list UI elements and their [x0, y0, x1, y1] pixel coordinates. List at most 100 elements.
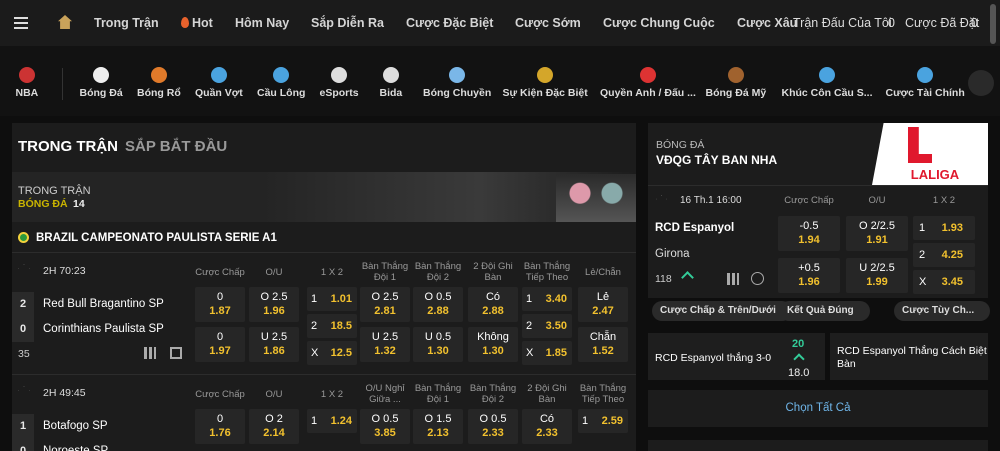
main-tab[interactable]: SẮP BẮT ĐẦU [125, 138, 228, 155]
odds-cell[interactable]: Lẻ 2.47 [578, 287, 628, 322]
field-icon [170, 347, 182, 359]
sport-label[interactable]: Bóng Rổ [137, 87, 181, 99]
market-tab[interactable]: Cược Chấp & Trên/Dưới [652, 301, 792, 321]
select-all-box[interactable] [648, 390, 988, 427]
odds-value: 3.85 [374, 427, 396, 439]
column-header: O/U [868, 195, 886, 206]
odds-cell[interactable]: 2 4.25 [913, 243, 975, 267]
odds-cell[interactable]: X 3.45 [913, 270, 975, 294]
column-header: Bàn Thắng Đội 2 [414, 261, 462, 283]
odds-cell[interactable]: 2 18.5 [307, 314, 357, 338]
odds-cell[interactable]: Không 1.30 [468, 327, 518, 362]
sport-label[interactable]: Sự Kiện Đặc Biệt [502, 87, 588, 99]
odds-cell[interactable]: U 2.5 1.32 [360, 327, 410, 362]
odds-cell[interactable]: Chẵn 1.52 [578, 327, 628, 362]
odds-label: X [919, 276, 927, 288]
sport-label[interactable]: Cược Tài Chính [885, 87, 965, 99]
nav-item[interactable]: Cược Xâu [737, 16, 798, 30]
sport-label[interactable]: NBA [15, 87, 39, 99]
bets[interactable]: Cược Đã Đặt [905, 16, 980, 30]
special-count: 20 [792, 338, 805, 350]
sport-label[interactable]: Quần Vợt [195, 87, 243, 99]
odds-cell[interactable]: O 2/2.5 1.91 [846, 216, 908, 251]
odds-cell[interactable]: O 1.5 2.13 [413, 409, 463, 444]
odds-cell[interactable]: 1 1.24 [307, 409, 357, 433]
odds-cell[interactable]: O 0.5 2.88 [413, 287, 463, 322]
odds-cell[interactable]: 1 2.59 [578, 409, 628, 433]
nav-item[interactable]: Hôm Nay [235, 16, 290, 30]
odds-value: 1.96 [263, 305, 285, 317]
odds-cell[interactable]: X 1.85 [522, 341, 572, 365]
odds-label: O 2.5 [260, 291, 288, 303]
odds-cell[interactable]: O 2.5 1.96 [249, 287, 299, 322]
odds-cell[interactable]: +0.5 1.96 [778, 258, 840, 293]
odds-cell[interactable]: 1 1.93 [913, 216, 975, 240]
nav-item[interactable]: Sắp Diễn Ra [311, 16, 384, 30]
nav-item[interactable]: Cược Đặc Biệt [406, 16, 494, 30]
odds-value: 1.99 [866, 276, 888, 288]
market-tab[interactable]: Cược Tùy Ch... [894, 301, 991, 321]
nav-item[interactable]: Hot [192, 16, 213, 30]
column-header: Cược Chấp [784, 195, 834, 206]
nav-item[interactable]: Trong Trận [94, 16, 159, 30]
odds-cell[interactable]: O 2 2.14 [249, 409, 299, 444]
my-matches[interactable]: Trận Đấu Của Tôi [793, 16, 892, 30]
odds-label: 1 [311, 293, 318, 305]
odds-cell[interactable]: U 2/2.5 1.99 [846, 258, 908, 293]
odds-cell[interactable]: U 2.5 1.86 [249, 327, 299, 362]
odds-value: 2.33 [482, 427, 504, 439]
more-markets[interactable]: 35 [18, 348, 30, 360]
sport-label[interactable]: Bóng Đá [79, 87, 123, 99]
play-icon[interactable] [751, 272, 764, 285]
odds-label: O 0.5 [424, 291, 452, 303]
odds-cell[interactable]: O 0.5 3.85 [360, 409, 410, 444]
sports-next[interactable] [968, 70, 994, 96]
sport-label[interactable]: Bóng Đá Mỹ [705, 87, 767, 99]
odds-value: 4.25 [941, 249, 963, 261]
market-tab[interactable]: Kết Quả Đúng [779, 301, 870, 321]
odds-cell[interactable]: Có 2.33 [522, 409, 572, 444]
column-header: O/U [265, 388, 283, 400]
odds-value: 2.88 [482, 305, 504, 317]
main-tab[interactable]: TRONG TRẬN [18, 138, 118, 155]
odds-cell[interactable]: 0 1.76 [195, 409, 245, 444]
odds-value: 2.14 [263, 427, 285, 439]
special-card[interactable]: RCD Espanyol thắng 3-0 20 18.0 [648, 333, 825, 380]
select-all[interactable]: Chọn Tất Cả [785, 402, 851, 414]
sport-label[interactable]: Quyền Anh / Đấu ... [600, 87, 696, 99]
odds-cell[interactable]: 1 1.01 [307, 287, 357, 311]
sport-label[interactable]: Bóng Chuyền [423, 87, 492, 99]
sport-icon [537, 67, 553, 83]
odds-cell[interactable]: 2 3.50 [522, 314, 572, 338]
odds-value: 1.32 [374, 345, 396, 357]
sport-label[interactable]: eSports [319, 87, 359, 99]
odds-label: 2 [919, 249, 926, 261]
column-header: 2 Đội Ghi Bàn [473, 261, 513, 283]
odds-label: 2 [311, 320, 318, 332]
home-icon [58, 15, 72, 29]
sport-icon [449, 67, 465, 83]
odds-label: O 2 [265, 413, 283, 425]
odds-cell[interactable]: 0 1.97 [195, 327, 245, 362]
more-markets[interactable]: 118 [655, 273, 672, 285]
special-card[interactable]: RCD Espanyol Thắng Cách Biệt Bàn [830, 333, 988, 380]
odds-cell[interactable]: O 0.5 2.33 [468, 409, 518, 444]
sport-label[interactable]: Cầu Lông [257, 87, 306, 99]
nav-item[interactable]: Cược Chung Cuộc [603, 16, 715, 30]
sport-label[interactable]: Khúc Côn Cầu S... [781, 87, 873, 99]
odds-cell[interactable]: 1 3.40 [522, 287, 572, 311]
odds-cell[interactable]: X 12.5 [307, 341, 357, 365]
odds-label: U 2/2.5 [859, 262, 895, 274]
banner [12, 172, 636, 222]
column-header: 1 X 2 [320, 266, 344, 278]
odds-cell[interactable]: Có 2.88 [468, 287, 518, 322]
odds-cell[interactable]: O 2.5 2.81 [360, 287, 410, 322]
odds-cell[interactable]: 0 1.87 [195, 287, 245, 322]
sport-icon [19, 67, 35, 83]
sport-icon [819, 67, 835, 83]
odds-cell[interactable]: U 0.5 1.30 [413, 327, 463, 362]
odds-cell[interactable]: -0.5 1.94 [778, 216, 840, 251]
logo-text: LALIGA [910, 167, 960, 182]
sport-label[interactable]: Bida [379, 87, 403, 99]
nav-item[interactable]: Cược Sớm [515, 16, 581, 30]
